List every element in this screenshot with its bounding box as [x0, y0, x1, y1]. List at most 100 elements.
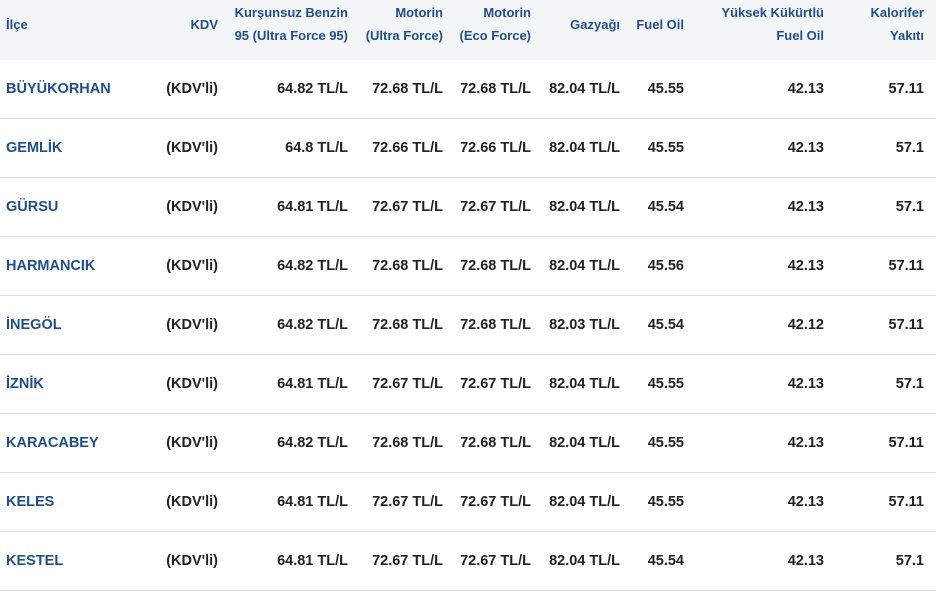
table-row: GEMLİK (KDV'li) 64.8 TL/L 72.66 TL/L 72.66 T…: [0, 118, 936, 178]
column-header: İlçe: [0, 0, 150, 60]
district-link[interactable]: GEMLİK: [0, 118, 150, 178]
table-row: GÜRSU (KDV'li) 64.81 TL/L 72.67 TL/L 72.67 T…: [0, 177, 936, 237]
price-cell: 82.03 TL/L: [539, 295, 628, 355]
price-cell: (KDV'li): [150, 531, 226, 591]
price-cell: 82.04 TL/L: [539, 413, 628, 473]
price-cell: 57.1: [832, 118, 936, 178]
district-link[interactable]: HARMANCIK: [0, 236, 150, 296]
price-cell: 57.1: [832, 531, 936, 591]
table-body: BÜYÜKORHAN (KDV'li) 64.82 TL/L 72.68 TL/L 72…: [0, 60, 936, 591]
price-cell: 64.81 TL/L: [226, 531, 356, 591]
price-cell: 72.67 TL/L: [451, 177, 539, 237]
column-header[interactable]: Gazyağı: [539, 0, 628, 60]
district-link[interactable]: İZNİK: [0, 354, 150, 414]
price-cell: 42.13: [692, 413, 832, 473]
price-cell: 57.11: [832, 236, 936, 296]
price-cell: 82.04 TL/L: [539, 60, 628, 119]
price-cell: 64.81 TL/L: [226, 354, 356, 414]
column-header[interactable]: Yüksek Kükürtlü Fuel Oil: [692, 0, 832, 60]
price-cell: 45.55: [628, 118, 692, 178]
table-row: İNEGÖL (KDV'li) 64.82 TL/L 72.68 TL/L 72.68 …: [0, 295, 936, 355]
price-cell: (KDV'li): [150, 413, 226, 473]
price-cell: (KDV'li): [150, 354, 226, 414]
price-cell: 57.1: [832, 177, 936, 237]
column-header[interactable]: Kurşunsuz Benzin 95 (Ultra Force 95): [226, 0, 356, 60]
price-cell: 57.11: [832, 295, 936, 355]
price-cell: 72.68 TL/L: [356, 60, 451, 119]
price-cell: 45.54: [628, 531, 692, 591]
price-cell: 57.11: [832, 60, 936, 119]
district-link[interactable]: KELES: [0, 472, 150, 532]
price-cell: 64.82 TL/L: [226, 60, 356, 119]
column-header[interactable]: KDV: [150, 0, 226, 60]
header-row: İlçe KDV Kurşunsuz Benzin 95 (Ultra Force …: [0, 0, 936, 60]
price-cell: 64.81 TL/L: [226, 177, 356, 237]
price-cell: 72.68 TL/L: [451, 60, 539, 119]
price-cell: 72.68 TL/L: [451, 236, 539, 296]
price-cell: 82.04 TL/L: [539, 118, 628, 178]
column-header[interactable]: Fuel Oil: [628, 0, 692, 60]
table-row: KESTEL (KDV'li) 64.81 TL/L 72.67 TL/L 72.67 …: [0, 531, 936, 591]
price-cell: 45.55: [628, 60, 692, 119]
price-cell: 72.66 TL/L: [356, 118, 451, 178]
district-link[interactable]: KESTEL: [0, 531, 150, 591]
price-cell: 72.66 TL/L: [451, 118, 539, 178]
price-cell: 82.04 TL/L: [539, 177, 628, 237]
price-cell: (KDV'li): [150, 236, 226, 296]
table-row: KELES (KDV'li) 64.81 TL/L 72.67 TL/L 72.67 T…: [0, 472, 936, 532]
price-cell: 64.81 TL/L: [226, 472, 356, 532]
column-header[interactable]: Motorin (Eco Force): [451, 0, 539, 60]
price-cell: 45.54: [628, 295, 692, 355]
price-cell: 45.55: [628, 472, 692, 532]
district-link[interactable]: BÜYÜKORHAN: [0, 60, 150, 119]
column-header[interactable]: Kalorifer Yakıtı: [832, 0, 936, 60]
price-cell: 72.67 TL/L: [451, 472, 539, 532]
district-link[interactable]: İNEGÖL: [0, 295, 150, 355]
price-cell: 42.13: [692, 472, 832, 532]
price-cell: (KDV'li): [150, 295, 226, 355]
table-row: KARACABEY (KDV'li) 64.82 TL/L 72.68 TL/L 72.…: [0, 413, 936, 473]
district-link[interactable]: GÜRSU: [0, 177, 150, 237]
price-cell: 64.8 TL/L: [226, 118, 356, 178]
price-cell: 64.82 TL/L: [226, 413, 356, 473]
price-cell: 57.11: [832, 413, 936, 473]
price-cell: 82.04 TL/L: [539, 531, 628, 591]
price-cell: 72.67 TL/L: [356, 177, 451, 237]
price-cell: (KDV'li): [150, 177, 226, 237]
price-cell: 72.67 TL/L: [356, 531, 451, 591]
price-cell: 72.67 TL/L: [356, 354, 451, 414]
price-cell: (KDV'li): [150, 472, 226, 532]
price-cell: 64.82 TL/L: [226, 236, 356, 296]
price-cell: 72.68 TL/L: [356, 413, 451, 473]
price-cell: 72.68 TL/L: [451, 295, 539, 355]
table-row: İZNİK (KDV'li) 64.81 TL/L 72.67 TL/L 72.67 T…: [0, 354, 936, 414]
price-cell: 64.82 TL/L: [226, 295, 356, 355]
price-cell: 72.68 TL/L: [356, 295, 451, 355]
price-cell: 72.67 TL/L: [451, 531, 539, 591]
price-cell: 42.12: [692, 295, 832, 355]
price-cell: (KDV'li): [150, 118, 226, 178]
price-cell: 82.04 TL/L: [539, 354, 628, 414]
table-row: BÜYÜKORHAN (KDV'li) 64.82 TL/L 72.68 TL/L 72…: [0, 60, 936, 119]
price-cell: 57.11: [832, 472, 936, 532]
district-link[interactable]: KARACABEY: [0, 413, 150, 473]
price-cell: 42.13: [692, 354, 832, 414]
price-cell: 82.04 TL/L: [539, 472, 628, 532]
price-cell: 72.68 TL/L: [451, 413, 539, 473]
price-cell: 45.55: [628, 354, 692, 414]
price-cell: 72.67 TL/L: [451, 354, 539, 414]
column-header[interactable]: Motorin (Ultra Force): [356, 0, 451, 60]
price-cell: (KDV'li): [150, 60, 226, 119]
price-cell: 72.67 TL/L: [356, 472, 451, 532]
price-cell: 45.54: [628, 177, 692, 237]
price-cell: 82.04 TL/L: [539, 236, 628, 296]
price-cell: 45.55: [628, 413, 692, 473]
price-cell: 42.13: [692, 531, 832, 591]
price-cell: 72.68 TL/L: [356, 236, 451, 296]
price-cell: 42.13: [692, 236, 832, 296]
price-cell: 42.13: [692, 177, 832, 237]
price-cell: 42.13: [692, 60, 832, 119]
price-cell: 42.13: [692, 118, 832, 178]
